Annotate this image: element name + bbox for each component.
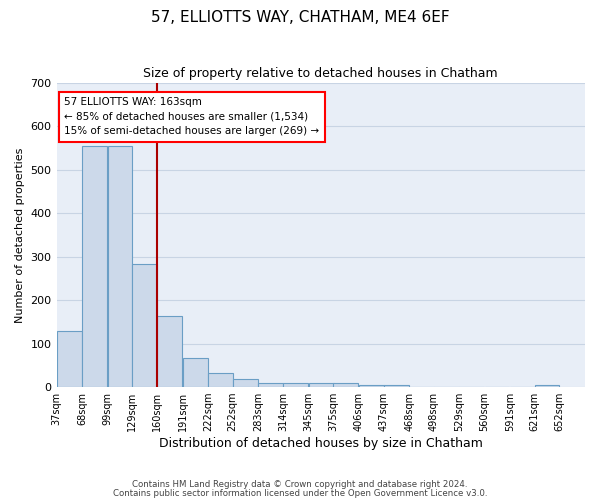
Bar (283, 382, 308, 387)
Bar (157, 316, 182, 387)
Bar (183, 358, 208, 387)
Text: 57 ELLIOTTS WAY: 163sqm
← 85% of detached houses are smaller (1,534)
15% of semi: 57 ELLIOTTS WAY: 163sqm ← 85% of detache… (64, 96, 320, 136)
Bar (309, 382, 334, 387)
X-axis label: Distribution of detached houses by size in Chatham: Distribution of detached houses by size … (159, 437, 483, 450)
Bar (57, 332, 82, 387)
Bar (359, 385, 383, 387)
Bar (107, 146, 133, 387)
Text: Contains HM Land Registry data © Crown copyright and database right 2024.: Contains HM Land Registry data © Crown c… (132, 480, 468, 489)
Y-axis label: Number of detached properties: Number of detached properties (15, 148, 25, 323)
Bar (208, 373, 233, 387)
Bar (258, 382, 283, 387)
Bar (132, 264, 157, 387)
Bar (384, 385, 409, 387)
Bar (333, 382, 358, 387)
Bar (82, 146, 107, 387)
Bar (535, 385, 559, 387)
Bar (233, 380, 257, 387)
Text: Contains public sector information licensed under the Open Government Licence v3: Contains public sector information licen… (113, 488, 487, 498)
Text: 57, ELLIOTTS WAY, CHATHAM, ME4 6EF: 57, ELLIOTTS WAY, CHATHAM, ME4 6EF (151, 10, 449, 25)
Title: Size of property relative to detached houses in Chatham: Size of property relative to detached ho… (143, 68, 498, 80)
